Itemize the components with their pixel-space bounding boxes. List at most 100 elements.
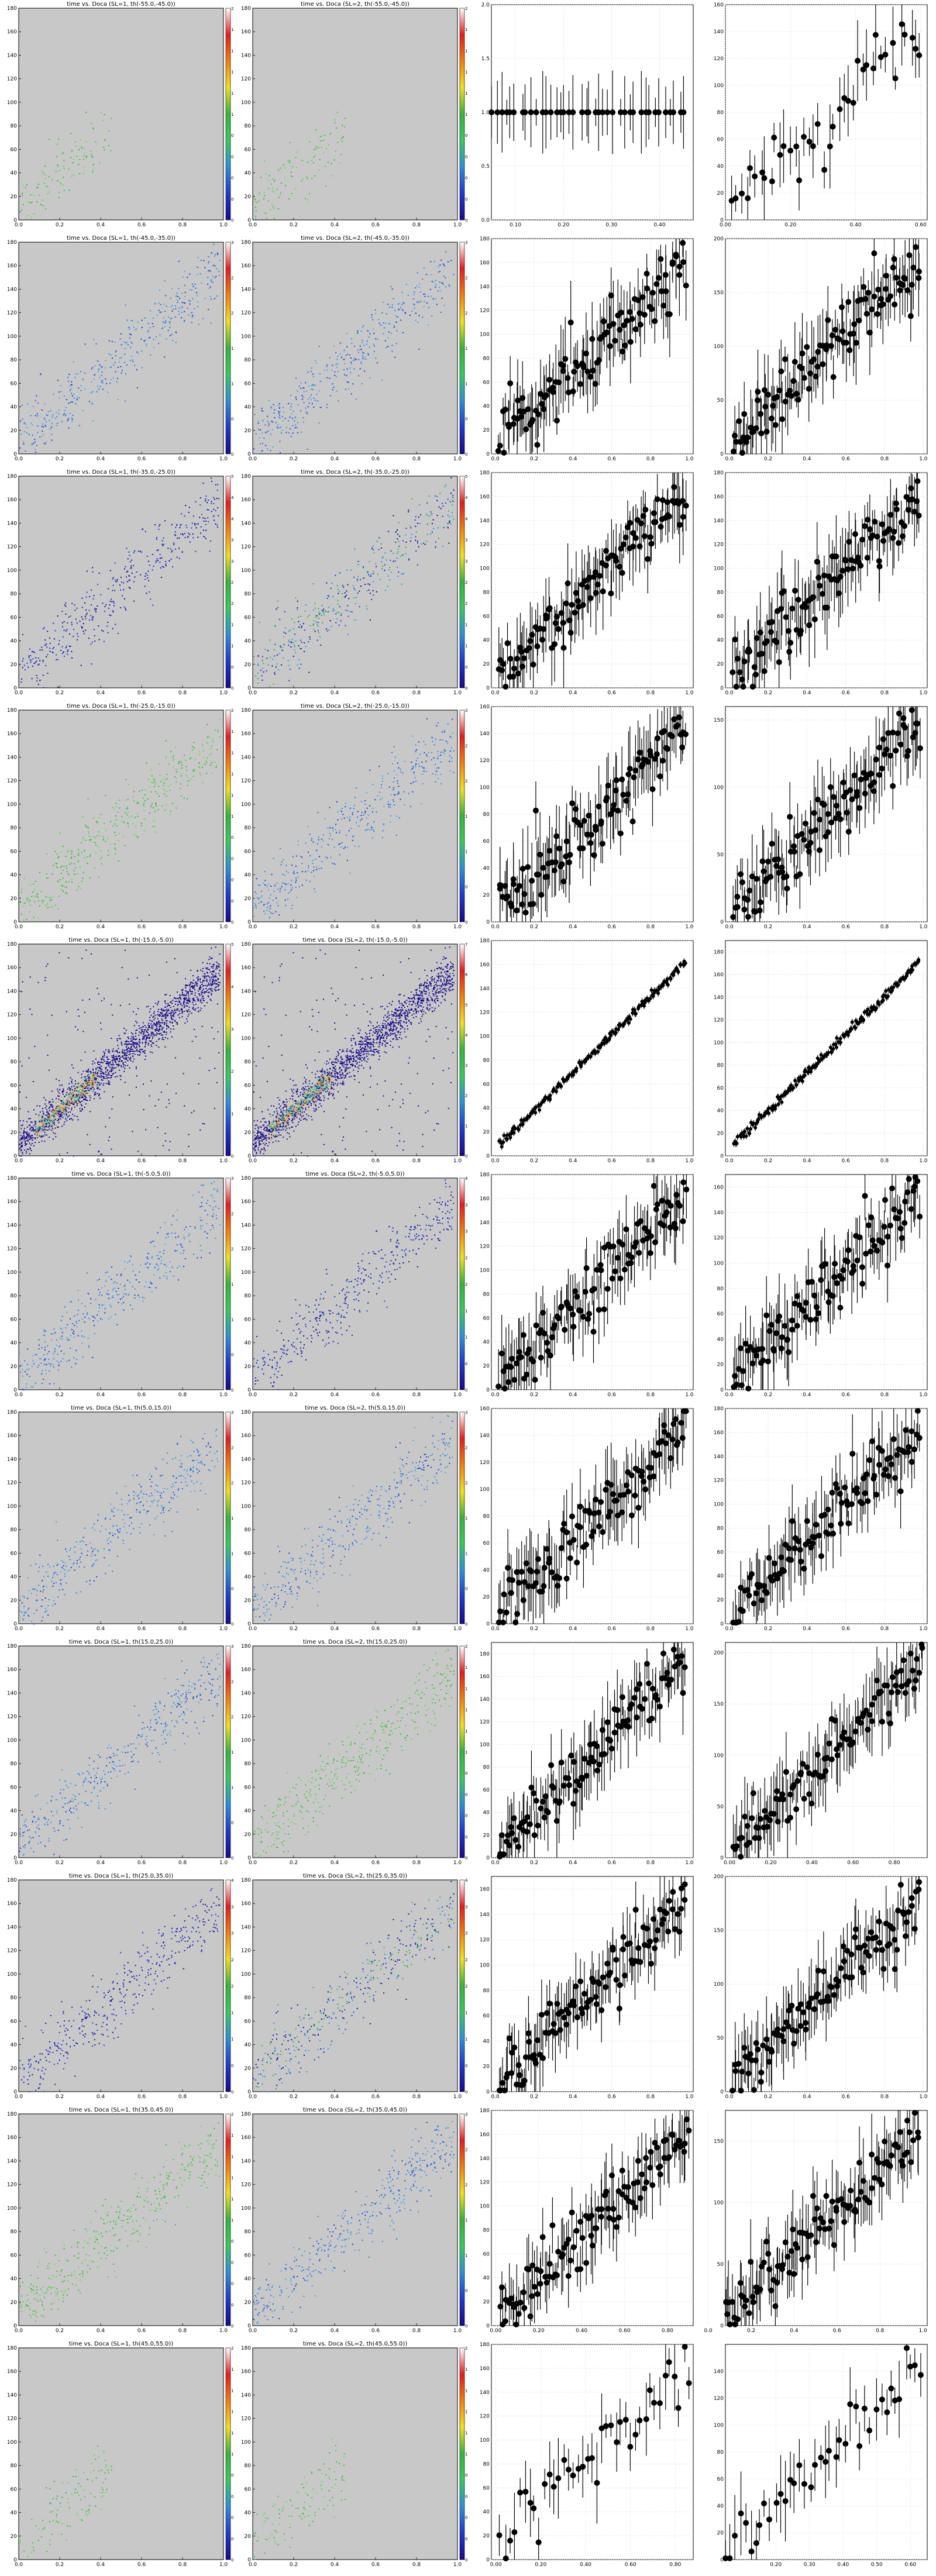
hist-point bbox=[113, 577, 114, 578]
data-point bbox=[580, 602, 586, 608]
data-point bbox=[683, 503, 689, 509]
hist-point bbox=[216, 498, 218, 499]
hist-point bbox=[289, 162, 290, 163]
hist-point bbox=[150, 806, 152, 807]
hist-point bbox=[91, 402, 92, 404]
hist-point bbox=[420, 514, 421, 515]
hist-point bbox=[132, 573, 133, 574]
hist-point bbox=[46, 442, 47, 443]
hist-point bbox=[416, 760, 417, 762]
data-point bbox=[745, 195, 751, 201]
data-point bbox=[507, 380, 513, 386]
hist-point bbox=[296, 427, 297, 428]
hist-point bbox=[211, 299, 212, 300]
data-point bbox=[774, 639, 780, 645]
hist-point bbox=[109, 615, 111, 616]
hist-point bbox=[140, 551, 141, 552]
hist-point bbox=[77, 862, 78, 863]
hist-point bbox=[151, 791, 152, 793]
hist-point bbox=[401, 574, 402, 575]
hist-point bbox=[346, 590, 347, 591]
hist-point bbox=[281, 664, 282, 666]
hist-point bbox=[196, 524, 197, 525]
hist-point bbox=[188, 512, 190, 513]
colorbar bbox=[226, 944, 230, 1156]
hist-point bbox=[35, 1137, 36, 1138]
hist-point bbox=[180, 308, 181, 309]
hist-point bbox=[36, 675, 37, 676]
hist-point bbox=[95, 1073, 97, 1074]
hist-point bbox=[208, 509, 209, 511]
hist-point bbox=[39, 195, 40, 196]
hist-point bbox=[115, 803, 116, 804]
y-tick-label: 0 bbox=[247, 218, 251, 223]
hist-point bbox=[204, 298, 205, 299]
hist-point bbox=[110, 150, 111, 151]
hist-point bbox=[35, 881, 36, 882]
hist-point bbox=[113, 605, 115, 607]
hist-point bbox=[258, 429, 259, 430]
hist-point bbox=[373, 595, 374, 596]
hist-point bbox=[166, 791, 167, 792]
hist-point bbox=[301, 180, 302, 181]
hist-point bbox=[83, 623, 84, 624]
hist-point bbox=[394, 794, 395, 795]
hist-point bbox=[417, 541, 418, 542]
hist-point bbox=[144, 800, 146, 801]
hist-point bbox=[317, 843, 318, 845]
hist-point bbox=[306, 411, 307, 412]
data-point bbox=[631, 774, 637, 780]
hist-point bbox=[267, 650, 269, 651]
hist-point bbox=[101, 814, 102, 815]
hist-point bbox=[190, 289, 191, 290]
hist-point bbox=[115, 563, 116, 564]
hist-point bbox=[291, 193, 292, 194]
hist-point bbox=[435, 284, 436, 285]
hist-point bbox=[297, 391, 298, 392]
hist-point bbox=[81, 881, 82, 882]
hist-point bbox=[170, 298, 171, 299]
hist-point bbox=[448, 527, 449, 528]
hist-point bbox=[56, 863, 57, 864]
hist-point bbox=[360, 362, 362, 363]
hist-point bbox=[208, 256, 209, 257]
hist-point bbox=[111, 601, 112, 602]
hist-point bbox=[130, 566, 132, 567]
hist-point bbox=[291, 406, 292, 407]
hist-point bbox=[163, 567, 164, 568]
hist-title: time vs. Doca (SL=2, th(-45.0,-35.0)) bbox=[301, 235, 410, 242]
hist-point bbox=[143, 810, 144, 811]
hist-point bbox=[424, 306, 425, 308]
hist-point bbox=[203, 757, 204, 758]
hist-point bbox=[216, 749, 218, 750]
hist-point bbox=[353, 588, 355, 589]
data-point bbox=[501, 450, 507, 456]
hist-point bbox=[395, 542, 396, 543]
hist-point bbox=[147, 332, 148, 333]
hist-point bbox=[272, 188, 273, 189]
hist-point bbox=[79, 173, 80, 174]
hist-point bbox=[445, 750, 446, 752]
hist-point bbox=[416, 749, 417, 750]
data-point bbox=[575, 598, 581, 604]
hist-point bbox=[290, 630, 291, 631]
y-tick-label: 140 bbox=[7, 287, 17, 292]
hist-point bbox=[294, 622, 295, 623]
hist-point bbox=[51, 434, 52, 435]
y-tick-label: 50 bbox=[717, 852, 724, 858]
hist-point bbox=[52, 414, 53, 415]
data-point bbox=[531, 662, 536, 667]
y-tick-label: 20 bbox=[11, 662, 18, 668]
hist-point bbox=[173, 544, 174, 545]
hist-point bbox=[395, 532, 396, 533]
y-tick-label: 100 bbox=[7, 100, 17, 106]
x-tick-label: 0.6 bbox=[137, 222, 146, 228]
data-point bbox=[877, 563, 883, 569]
hist-point bbox=[263, 438, 264, 439]
hist-point bbox=[199, 763, 200, 764]
hist-point bbox=[175, 527, 176, 528]
data-point bbox=[898, 742, 904, 748]
hist-point bbox=[58, 192, 60, 193]
hist-point bbox=[448, 523, 449, 524]
hist-point bbox=[145, 531, 146, 532]
